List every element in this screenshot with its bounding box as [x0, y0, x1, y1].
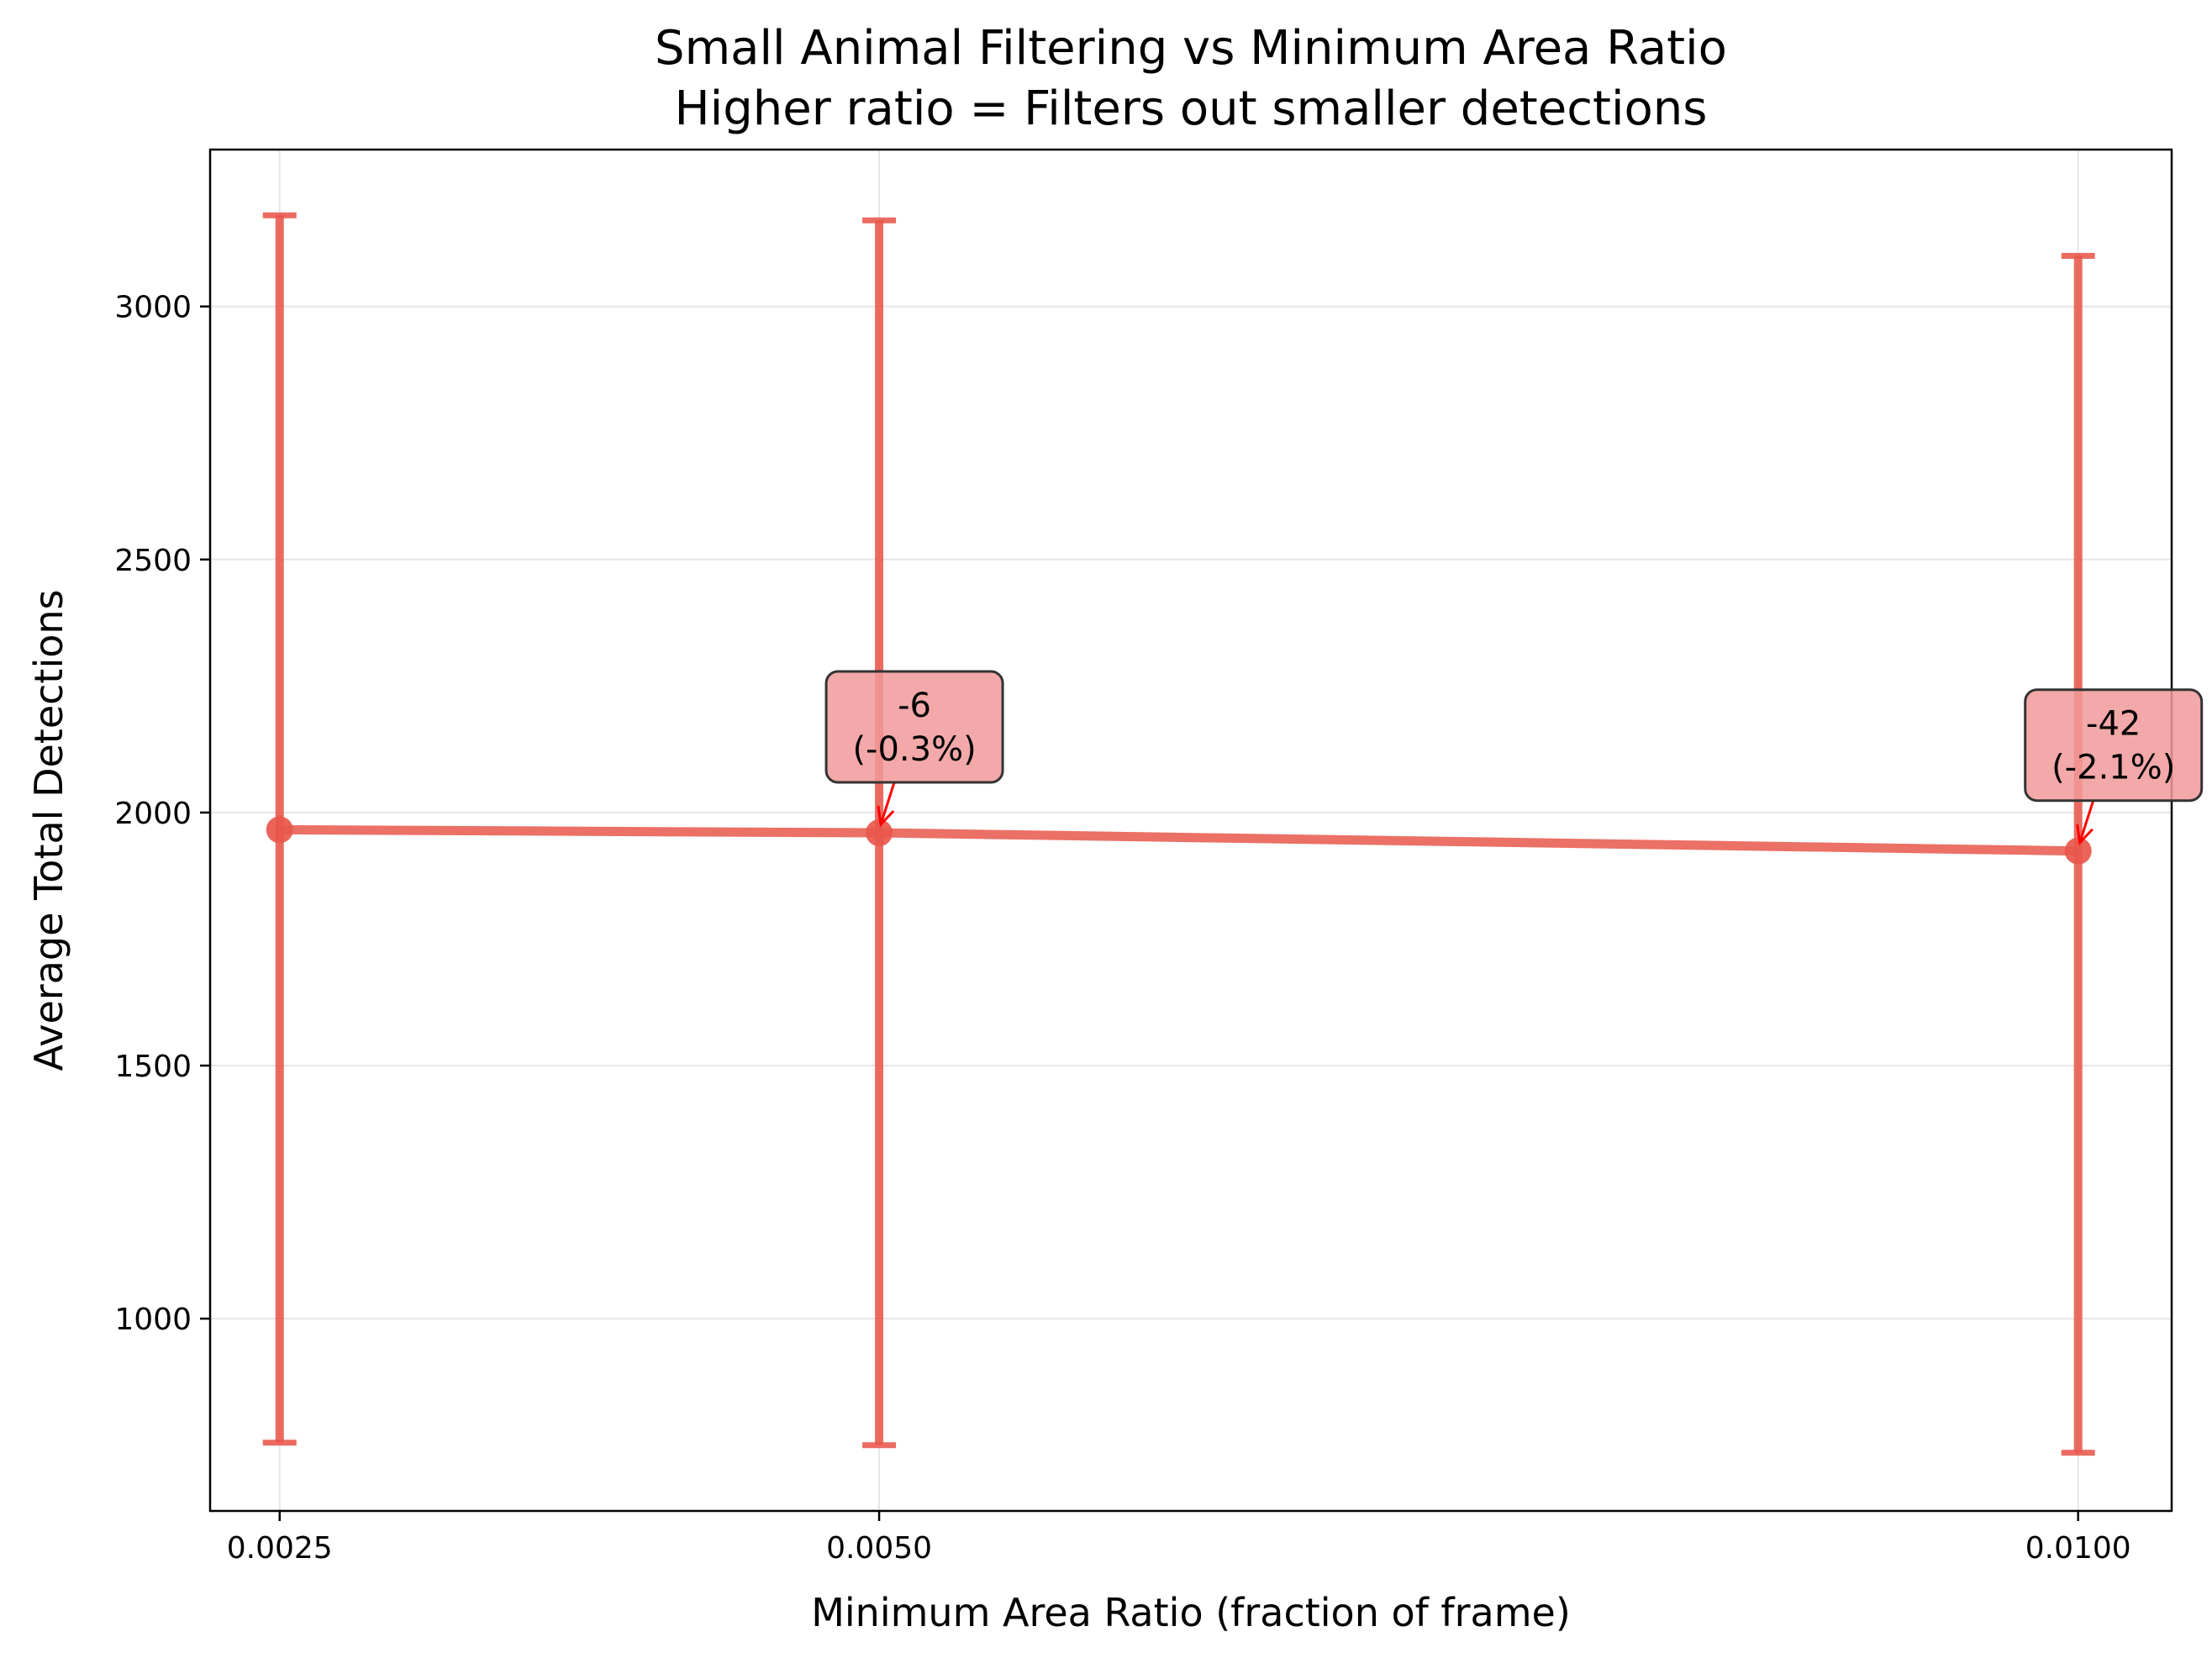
plot-area [208, 148, 2173, 1513]
annotation-arrow [879, 782, 896, 825]
chart-subtitle: Higher ratio = Filters out smaller detec… [675, 82, 1708, 136]
data-point [2064, 837, 2092, 865]
x-tick-label: 0.0100 [2025, 1531, 2131, 1566]
y-tick-label: 3000 [114, 291, 192, 325]
chart-title: Small Animal Filtering vs Minimum Area R… [655, 21, 1727, 76]
y-tick-label: 1000 [114, 1303, 192, 1337]
data-point [866, 819, 893, 847]
annotation-arrow-head [2076, 824, 2094, 845]
annotation-percent: (-2.1%) [2051, 749, 2175, 787]
data-point [266, 816, 293, 844]
annotation-arrow [2078, 800, 2095, 844]
annotation: -6 (-0.3%) [824, 670, 1004, 828]
annotation-box [2024, 688, 2204, 803]
annotation: -42 (-2.1%) [2024, 688, 2204, 845]
x-axis-label: Minimum Area Ratio (fraction of frame) [811, 1590, 1571, 1635]
annotation-value: -6 [898, 687, 931, 725]
y-tick-label: 2500 [114, 544, 192, 578]
data-points [266, 816, 2092, 865]
annotation-box [824, 670, 1004, 784]
annotation-arrow-head [877, 806, 895, 828]
y-axis-label: Average Total Detections [26, 589, 71, 1071]
y-axis-ticks: 1000 1500 2000 2500 3000 [114, 291, 210, 1337]
x-tick-label: 0.0050 [826, 1531, 932, 1566]
x-tick-label: 0.0025 [227, 1531, 333, 1566]
annotations: -6 (-0.3%) -42 (-2.1%) [824, 670, 2204, 845]
y-tick-label: 1500 [114, 1050, 192, 1084]
x-axis-ticks: 0.0025 0.0050 0.0100 [227, 1511, 2131, 1566]
y-tick-label: 2000 [114, 797, 192, 831]
annotation-value: -42 [2086, 705, 2141, 744]
annotation-percent: (-0.3%) [852, 730, 976, 769]
